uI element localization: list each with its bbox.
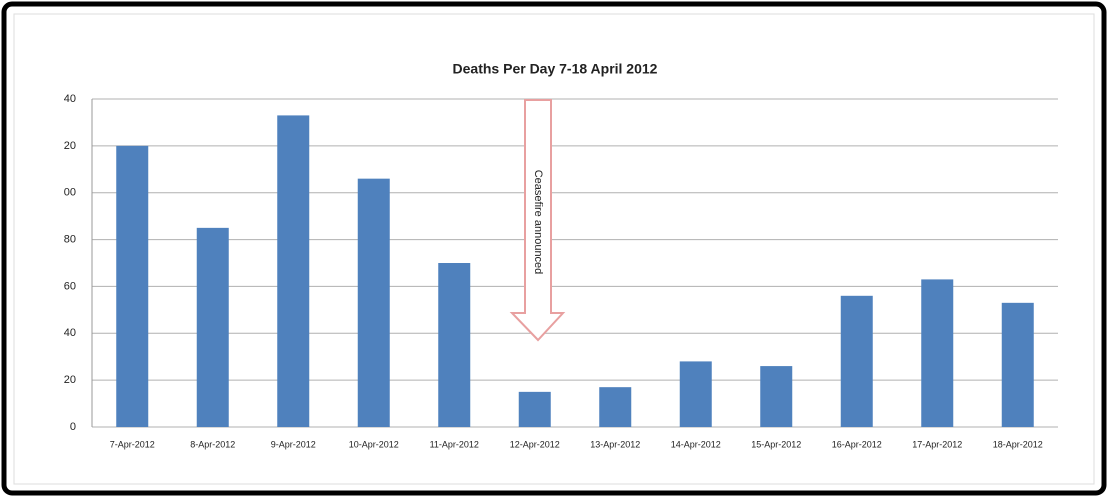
x-tick-label: 9-Apr-2012 bbox=[271, 439, 316, 449]
bar bbox=[196, 227, 229, 427]
x-tick-label: 16-Apr-2012 bbox=[832, 439, 882, 449]
x-tick-label: 7-Apr-2012 bbox=[110, 439, 155, 449]
x-tick-label: 13-Apr-2012 bbox=[590, 439, 640, 449]
annotation-arrow: Ceasefire announced bbox=[509, 99, 566, 342]
y-tick-label: 80 bbox=[64, 233, 76, 245]
x-tick-label: 14-Apr-2012 bbox=[671, 439, 721, 449]
x-tick-label: 12-Apr-2012 bbox=[510, 439, 560, 449]
bar bbox=[518, 391, 551, 427]
bar bbox=[277, 115, 310, 428]
bar bbox=[357, 178, 390, 427]
bar bbox=[599, 387, 632, 427]
x-tick-label: 11-Apr-2012 bbox=[430, 439, 479, 449]
bar bbox=[438, 263, 471, 427]
bar bbox=[840, 295, 873, 427]
bar bbox=[679, 361, 712, 427]
x-tick-label: 10-Apr-2012 bbox=[349, 439, 399, 449]
bar bbox=[1001, 302, 1034, 427]
y-tick-label: 20 bbox=[64, 374, 76, 386]
chart-title: Deaths Per Day 7-18 April 2012 bbox=[453, 61, 658, 77]
y-tick-label: 60 bbox=[64, 280, 76, 292]
x-tick-label: 18-Apr-2012 bbox=[993, 439, 1043, 449]
bar bbox=[116, 145, 149, 427]
y-tick-label: 40 bbox=[64, 93, 76, 105]
x-tick-label: 17-Apr-2012 bbox=[912, 439, 962, 449]
y-tick-label: 40 bbox=[64, 327, 76, 339]
annotation-text: Ceasefire announced bbox=[532, 170, 544, 275]
x-tick-label: 8-Apr-2012 bbox=[190, 439, 235, 449]
y-tick-label: 00 bbox=[64, 187, 76, 199]
x-tick-label: 15-Apr-2012 bbox=[751, 439, 801, 449]
arrow-shape bbox=[509, 99, 566, 342]
chart-area bbox=[13, 13, 1095, 485]
y-tick-label: 0 bbox=[70, 421, 76, 433]
bar bbox=[760, 366, 793, 427]
bar bbox=[921, 279, 954, 427]
y-tick-label: 20 bbox=[64, 140, 76, 152]
